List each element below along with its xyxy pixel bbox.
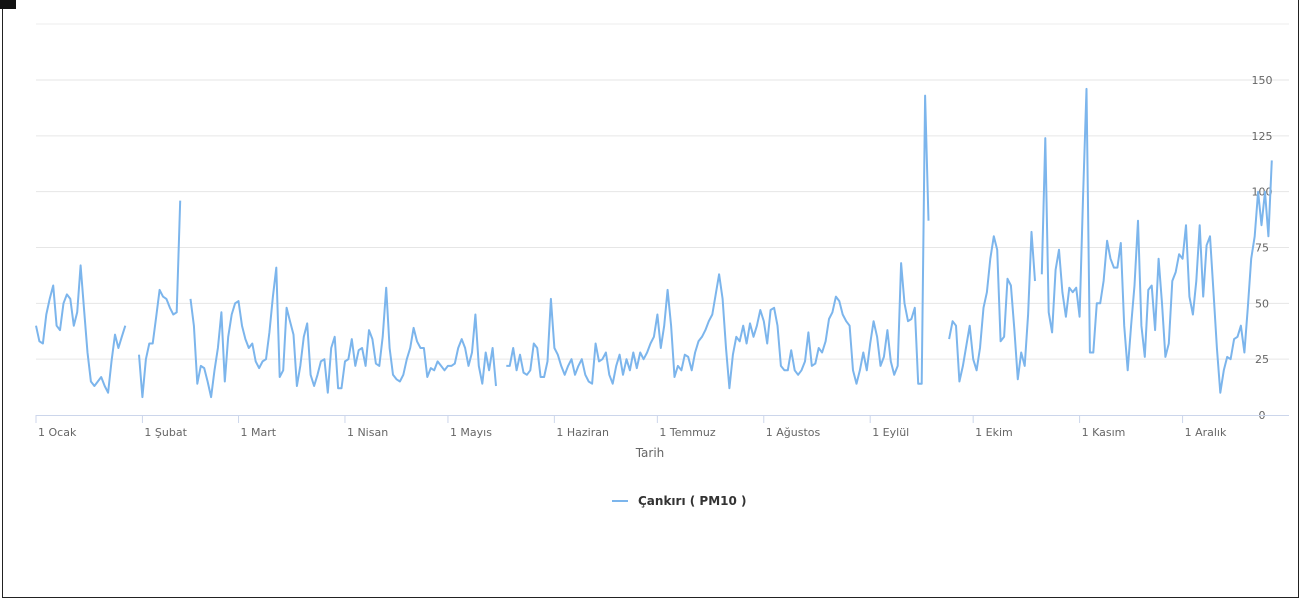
legend-label: Çankırı ( PM10 ) xyxy=(638,494,747,508)
y-tick-label: 125 xyxy=(1252,130,1273,143)
x-tick-label: 1 Kasım xyxy=(1082,426,1126,439)
series-line-segment xyxy=(35,264,127,394)
series-line-segment xyxy=(138,200,182,399)
series-line-segment xyxy=(189,266,497,399)
y-tick-label: 50 xyxy=(1255,297,1269,310)
corner-mark xyxy=(0,0,16,9)
y-tick-label: 25 xyxy=(1255,353,1269,366)
x-tick-label: 1 Mart xyxy=(241,426,277,439)
x-tick-label: 1 Temmuz xyxy=(659,426,716,439)
series-line-segment xyxy=(948,230,1036,383)
series-lines xyxy=(35,87,1273,399)
legend-item[interactable]: Çankırı ( PM10 ) xyxy=(612,494,747,508)
y-tick-label: 75 xyxy=(1255,242,1269,255)
x-tick-label: 1 Ekim xyxy=(975,426,1013,439)
grid-lines xyxy=(36,23,1289,360)
y-tick-label: 100 xyxy=(1252,186,1273,199)
x-tick-label: 1 Aralık xyxy=(1185,426,1227,439)
x-axis-title: Tarih xyxy=(635,446,665,460)
x-tick-label: 1 Mayıs xyxy=(450,426,492,439)
x-tick-label: 1 Ağustos xyxy=(766,426,821,439)
x-tick-label: 1 Nisan xyxy=(347,426,388,439)
x-axis: 1 Ocak 1 Şubat 1 Mart 1 Nisan 1 Mayıs 1 Hazir… xyxy=(35,415,1289,439)
legend-line-marker xyxy=(612,500,628,502)
x-tick-label: 1 Ocak xyxy=(38,426,77,439)
x-tick-label: 1 Haziran xyxy=(556,426,609,439)
x-tick-label: 1 Şubat xyxy=(144,426,187,439)
series-line-segment xyxy=(1040,87,1273,394)
series-line-segment xyxy=(506,94,930,390)
y-tick-label: 150 xyxy=(1252,74,1273,87)
x-tick-label: 1 Eylül xyxy=(872,426,909,439)
